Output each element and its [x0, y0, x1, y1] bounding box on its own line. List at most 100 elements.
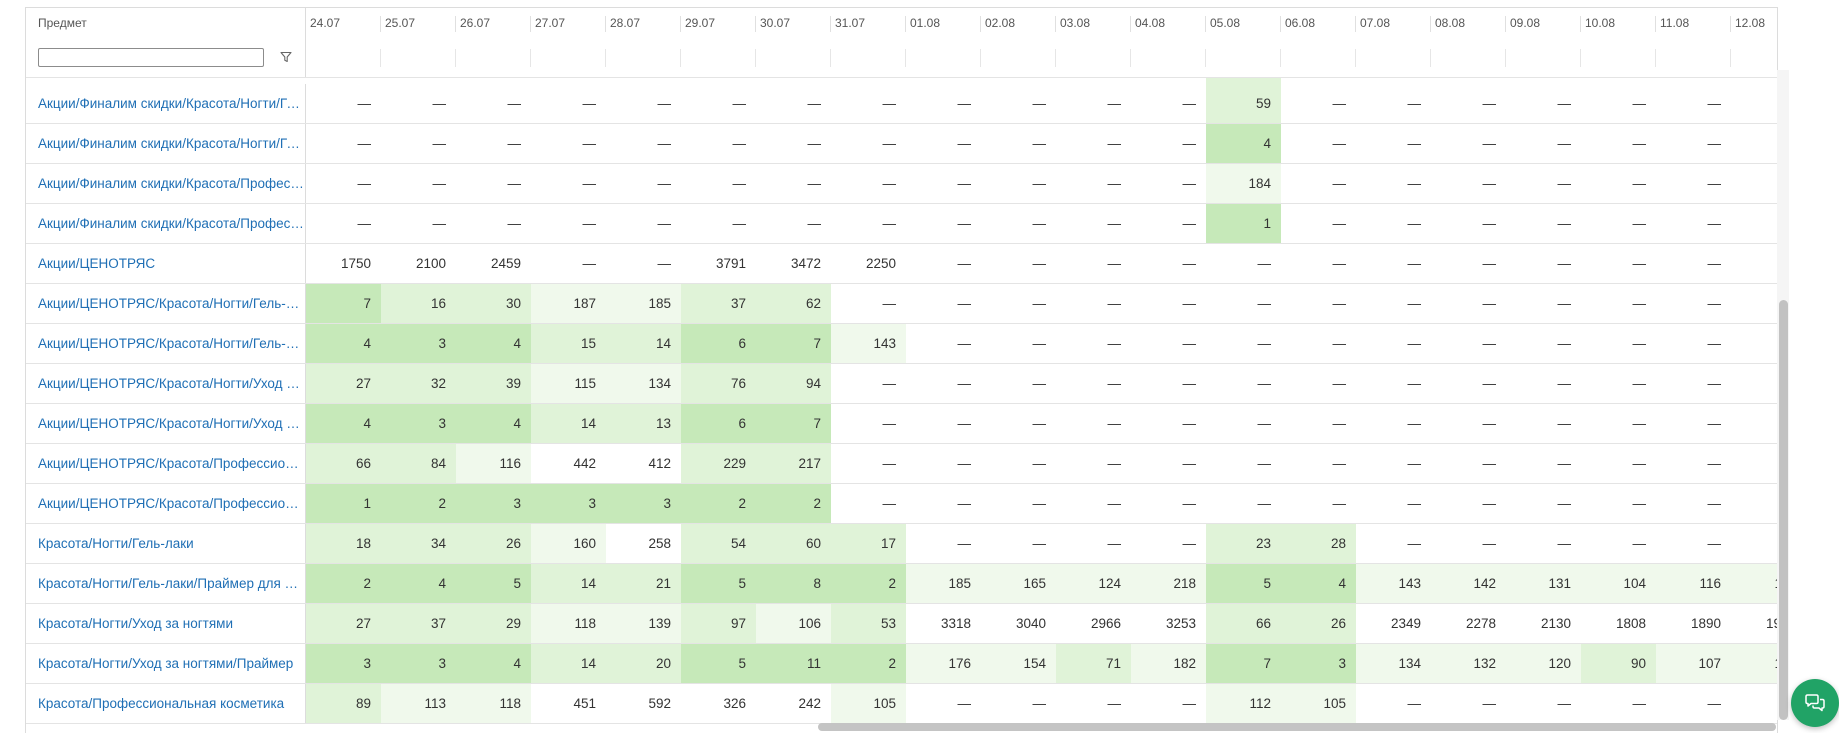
subject-link[interactable]: Акции/ЦЕНОТРЯС/Красота/Ногти/Уход за ног…	[26, 404, 306, 443]
chat-button[interactable]	[1791, 679, 1839, 727]
column-header-date[interactable]: 04.08	[1135, 16, 1166, 30]
column-header-date[interactable]: 26.07	[460, 16, 491, 30]
table-cell: 124	[1056, 564, 1131, 603]
subject-link[interactable]: Акции/Финалим скидки/Красота/Профессиона…	[26, 164, 306, 203]
table-cell: —	[1731, 324, 1777, 363]
filter-separator	[905, 49, 906, 67]
column-header-date[interactable]: 02.08	[985, 16, 1016, 30]
subject-link[interactable]: Красота/Ногти/Гель-лаки	[26, 524, 306, 563]
table-cell: 2	[756, 484, 831, 523]
table-cell: —	[882, 376, 897, 391]
filter-separator	[1505, 49, 1506, 67]
table-cell: 107	[1656, 644, 1731, 683]
table-cell: —	[1632, 96, 1647, 111]
subject-link[interactable]: Красота/Профессиональная косметика	[26, 684, 306, 723]
table-cell: 4	[1281, 564, 1356, 603]
table-cell: 165	[981, 564, 1056, 603]
table-cell: 139	[606, 604, 681, 643]
table-cell: —	[1107, 136, 1122, 151]
table-cell: —	[1731, 364, 1777, 403]
table-cell: —	[807, 96, 822, 111]
subject-link[interactable]: Акции/Финалим скидки/Красота/Ногти/Гель-…	[26, 84, 306, 123]
column-header-date[interactable]: 25.07	[385, 16, 416, 30]
subject-link[interactable]: Акции/ЦЕНОТРЯС	[26, 244, 306, 283]
table-cell: —	[1557, 296, 1572, 311]
table-cell: 4	[381, 564, 456, 603]
table-cell: —	[1182, 216, 1197, 231]
column-header-date[interactable]: 06.08	[1285, 16, 1316, 30]
subject-link[interactable]: Акции/ЦЕНОТРЯС/Красота/Ногти/Гель-лаки/П…	[26, 324, 306, 363]
column-header-date[interactable]: 30.07	[760, 16, 791, 30]
table-cell: —	[1407, 136, 1422, 151]
column-header-date[interactable]: 27.07	[535, 16, 566, 30]
filter-separator	[1730, 49, 1731, 67]
table-cell: —	[1332, 96, 1347, 111]
table-cell: —	[1032, 96, 1047, 111]
table-cell: 15	[531, 324, 606, 363]
table-cell: —	[1032, 176, 1047, 191]
column-header-date[interactable]: 29.07	[685, 16, 716, 30]
table-cell: 104	[1581, 564, 1656, 603]
table-cell: —	[1107, 536, 1122, 551]
table-cell: —	[1557, 136, 1572, 151]
table-cell: —	[1557, 216, 1572, 231]
table-cell: 89	[306, 684, 381, 723]
header-separator	[1280, 16, 1281, 32]
header-separator	[1505, 16, 1506, 32]
table-cell: —	[1731, 204, 1777, 243]
column-header-date[interactable]: 05.08	[1210, 16, 1241, 30]
table-cell: —	[1182, 96, 1197, 111]
subject-link[interactable]: Красота/Ногти/Гель-лаки/Праймер для ногт…	[26, 564, 306, 603]
subject-link[interactable]: Акции/ЦЕНОТРЯС/Красота/Ногти/Уход за ног…	[26, 364, 306, 403]
table-cell: 37	[381, 604, 456, 643]
column-header-date[interactable]: 31.07	[835, 16, 866, 30]
vertical-scrollbar-thumb[interactable]	[1779, 300, 1788, 720]
column-header-date[interactable]: 12.08	[1735, 16, 1766, 30]
column-header-date[interactable]: 07.08	[1360, 16, 1391, 30]
filter-icon[interactable]	[279, 50, 293, 64]
table-cell: —	[507, 136, 522, 151]
table-cell: —	[1032, 296, 1047, 311]
column-header-date[interactable]: 28.07	[610, 16, 641, 30]
table-cell: —	[1731, 444, 1777, 483]
table-cell: —	[1707, 256, 1722, 271]
column-header-date[interactable]: 01.08	[910, 16, 941, 30]
table-cell: 32	[381, 364, 456, 403]
subject-link[interactable]: Красота/Ногти/Уход за ногтями/Праймер	[26, 644, 306, 683]
column-header-date[interactable]: 03.08	[1060, 16, 1091, 30]
table-cell: —	[1032, 376, 1047, 391]
table-cell: 37	[681, 284, 756, 323]
column-header-date[interactable]: 08.08	[1435, 16, 1466, 30]
horizontal-scrollbar-thumb[interactable]	[818, 723, 1776, 731]
table-cell: —	[1257, 376, 1272, 391]
column-header-date[interactable]: 24.07	[310, 16, 341, 30]
table-cell: —	[882, 216, 897, 231]
table-cell: 258	[648, 536, 671, 551]
subject-link[interactable]: Акции/ЦЕНОТРЯС/Красота/Профессиональная …	[26, 444, 306, 483]
table-cell: 3472	[790, 256, 821, 271]
table-row: Акции/ЦЕНОТРЯС 1750 2100 2459 — — 3791 3472 2250…	[26, 244, 1777, 284]
subject-filter-input[interactable]	[38, 48, 264, 67]
header-separator	[380, 16, 381, 32]
subject-link[interactable]: Акции/ЦЕНОТРЯС/Красота/Профессиональная …	[26, 484, 306, 523]
table-cell: —	[507, 96, 522, 111]
table-cell: —	[957, 376, 972, 391]
subject-link[interactable]: Акции/ЦЕНОТРЯС/Красота/Ногти/Гель-лаки	[26, 284, 306, 323]
table-cell: 115	[531, 364, 606, 403]
table-cell: —	[1557, 456, 1572, 471]
table-cell: —	[1707, 696, 1722, 711]
table-cell: 1890	[1690, 616, 1721, 631]
table-cell: —	[432, 96, 447, 111]
subject-link[interactable]: Акции/Финалим скидки/Красота/Профессиона…	[26, 204, 306, 243]
table-cell: 26	[1281, 604, 1356, 643]
header-separator	[1355, 16, 1356, 32]
column-header-date[interactable]: 10.08	[1585, 16, 1616, 30]
subject-link[interactable]: Акции/Финалим скидки/Красота/Ногти/Гель-…	[26, 124, 306, 163]
table-cell: —	[957, 96, 972, 111]
column-header-subject[interactable]: Предмет	[26, 8, 306, 39]
column-header-date[interactable]: 09.08	[1510, 16, 1541, 30]
column-header-date[interactable]: 11.08	[1660, 16, 1690, 30]
table-cell: —	[1557, 536, 1572, 551]
subject-link[interactable]: Красота/Ногти/Уход за ногтями	[26, 604, 306, 643]
table-cell: —	[1482, 536, 1497, 551]
